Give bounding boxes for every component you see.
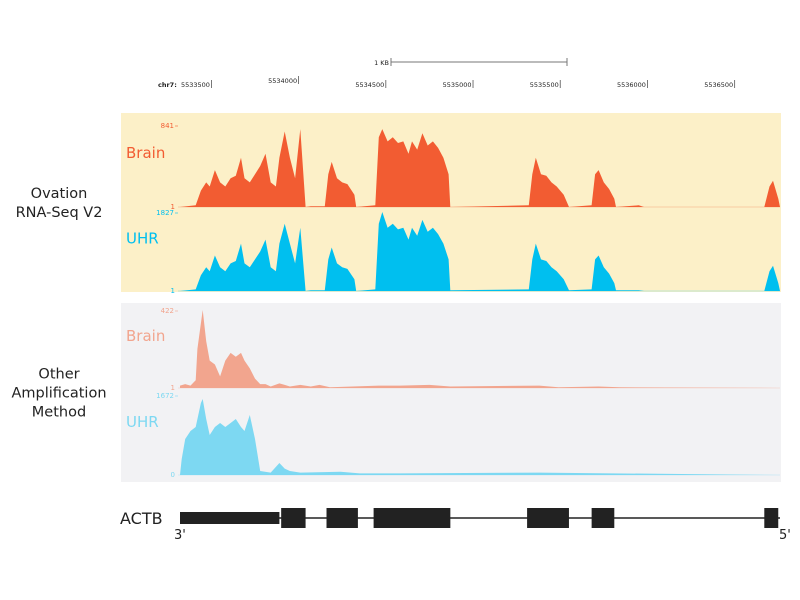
coverage-area <box>180 399 779 475</box>
gene-exon <box>373 508 451 528</box>
track-ymin-label: 1 <box>171 384 175 392</box>
gene-5prime-label: 5' <box>779 528 791 543</box>
coverage-track-uhr-3: 1672 0 UHR <box>126 392 780 479</box>
track-group-label: Other <box>38 367 79 383</box>
track-ymin-label: 1 <box>171 287 175 295</box>
track-group-label: Amplification <box>11 386 106 402</box>
chromosome-label: chr7: <box>158 81 177 89</box>
gene-exon <box>326 508 358 528</box>
ruler-tick-label: 5533500 <box>181 81 210 89</box>
track-group-1: Other Amplification Method <box>11 303 781 482</box>
ruler-tick-label: 5535000 <box>443 81 472 89</box>
gene-name: ACTB <box>120 509 163 528</box>
track-group-label: Method <box>32 405 86 421</box>
gene-utr <box>180 512 280 524</box>
coverage-area <box>180 212 780 291</box>
gene-exon <box>764 508 779 528</box>
track-ymax-label: 422 <box>161 307 174 315</box>
track-name: UHR <box>126 230 159 248</box>
scale-bar-label: 1 KB <box>374 59 389 67</box>
track-ymin-label: 1 <box>171 203 175 211</box>
track-group-label: Ovation <box>31 186 88 202</box>
coverage-area <box>180 310 779 388</box>
track-ymax-label: 841 <box>161 122 174 130</box>
track-name: Brain <box>126 144 165 162</box>
ruler-tick-label: 5535500 <box>530 81 559 89</box>
track-group-label: RNA-Seq V2 <box>16 205 103 221</box>
track-name: UHR <box>126 413 159 431</box>
scale-bar: 1 KB <box>374 58 568 67</box>
gene-exon <box>527 508 569 528</box>
coverage-area <box>180 129 780 207</box>
gene-3prime-label: 3' <box>174 528 186 543</box>
track-ymax-label: 1827 <box>156 209 174 217</box>
coverage-track-brain-2: 422 1 Brain <box>126 307 780 392</box>
gene-exon <box>281 508 306 528</box>
gene-exon <box>591 508 615 528</box>
track-ymin-label: 0 <box>171 471 175 479</box>
track-ymax-label: 1672 <box>156 392 174 400</box>
ruler-tick-label: 5536500 <box>704 81 733 89</box>
coverage-track-uhr-1: 1827 1 UHR <box>126 209 780 295</box>
gene-model-actb: ACTB 3' 5' <box>120 508 791 543</box>
ruler-tick-label: 5534000 <box>268 77 297 85</box>
coordinate-ruler: chr7: 5533500 5534000 5534500 5535000 553550… <box>158 76 736 89</box>
ruler-tick-label: 5534500 <box>355 81 384 89</box>
track-name: Brain <box>126 327 165 345</box>
coverage-track-brain-0: 841 1 Brain <box>126 122 780 211</box>
ruler-tick-label: 5536000 <box>617 81 646 89</box>
